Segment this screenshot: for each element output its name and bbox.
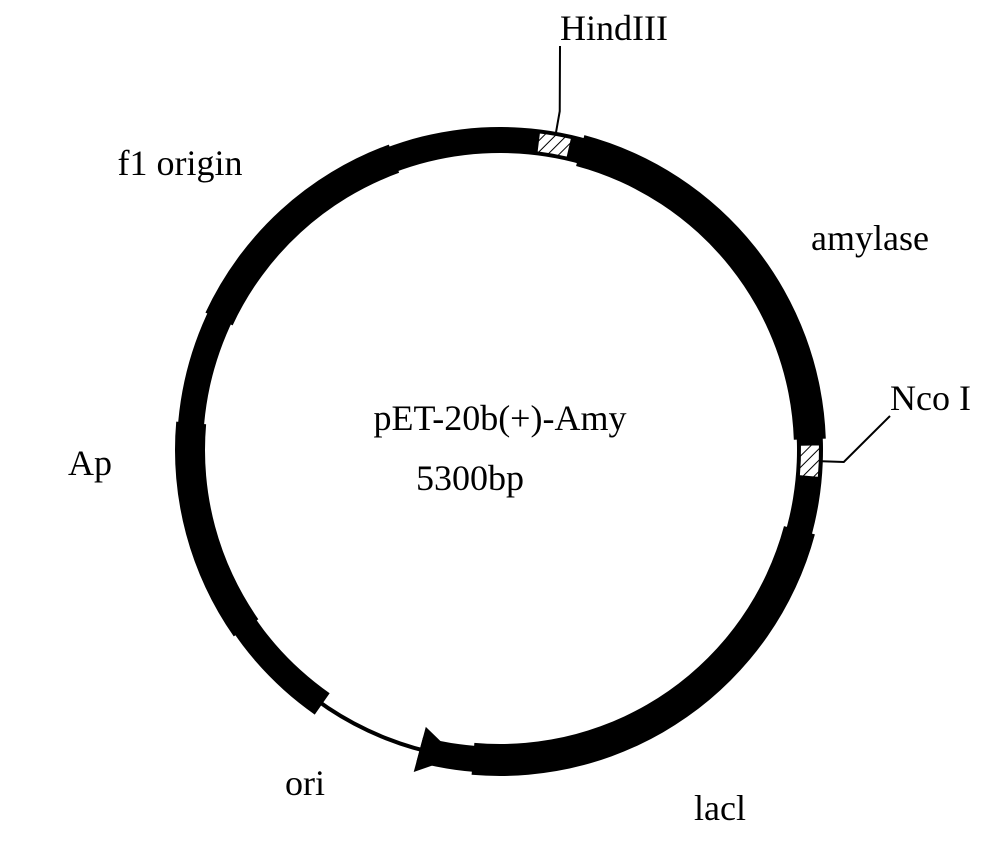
label-ori: ori — [285, 763, 325, 803]
site-marker-HindIII — [537, 132, 572, 157]
plasmid-map: amylase lacl ori Ap f1 origin HindIII Nco I pET… — [0, 0, 1000, 864]
site-leader-NcoI — [822, 416, 890, 462]
plasmid-size: 5300bp — [416, 458, 524, 498]
feature-Ap — [175, 422, 258, 637]
feature-amylase — [576, 135, 826, 440]
label-NcoI: Nco I — [890, 378, 971, 418]
label-HindIII: HindIII — [560, 8, 668, 48]
plasmid-name: pET-20b(+)-Amy — [374, 398, 627, 438]
label-lacI: lacl — [694, 788, 746, 828]
label-amylase: amylase — [811, 218, 929, 258]
site-leader-HindIII — [556, 46, 560, 133]
site-marker-NcoI — [799, 444, 820, 477]
label-f1: f1 origin — [118, 143, 243, 183]
label-Ap: Ap — [68, 443, 112, 483]
